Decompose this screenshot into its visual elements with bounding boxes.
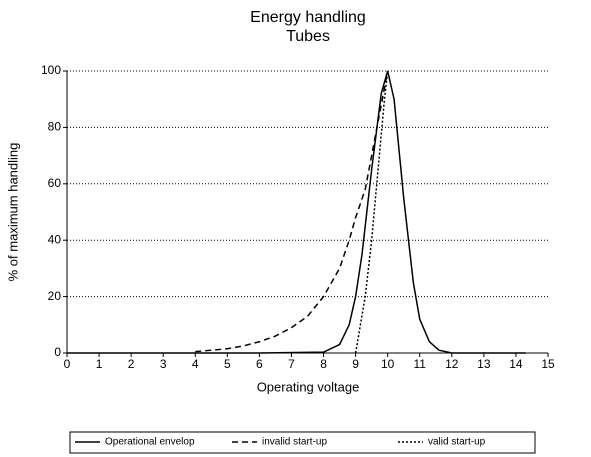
x-tick-label: 13 bbox=[477, 357, 491, 371]
chart-subtitle: Tubes bbox=[286, 28, 330, 45]
x-tick-label: 10 bbox=[381, 357, 395, 371]
x-tick-label: 1 bbox=[96, 357, 103, 371]
x-tick-label: 4 bbox=[192, 357, 199, 371]
x-tick-label: 3 bbox=[160, 357, 167, 371]
y-tick-label: 0 bbox=[54, 345, 61, 359]
y-tick-label: 60 bbox=[48, 176, 62, 190]
series-line bbox=[195, 70, 389, 353]
x-tick-label: 0 bbox=[64, 357, 71, 371]
y-axis-label: % of maximum handling bbox=[5, 143, 20, 282]
legend-box bbox=[69, 431, 536, 454]
x-tick-label: 7 bbox=[288, 357, 295, 371]
legend-label: invalid start-up bbox=[262, 437, 327, 448]
x-tick-label: 2 bbox=[128, 357, 135, 371]
series-line bbox=[67, 70, 526, 354]
y-tick-label: 20 bbox=[48, 289, 62, 303]
x-tick-label: 12 bbox=[445, 357, 459, 371]
x-tick-label: 14 bbox=[509, 357, 523, 371]
x-tick-label: 11 bbox=[413, 357, 426, 371]
y-tick-label: 40 bbox=[48, 232, 62, 246]
x-tick-label: 5 bbox=[224, 357, 231, 371]
x-axis-label: Operating voltage bbox=[257, 379, 360, 394]
x-tick-label: 15 bbox=[541, 357, 555, 371]
y-tick-label: 100 bbox=[41, 63, 61, 77]
y-tick-label: 80 bbox=[48, 120, 62, 134]
legend-label: valid start-up bbox=[428, 437, 486, 448]
chart-title: Energy handling bbox=[250, 9, 366, 26]
x-tick-label: 9 bbox=[352, 357, 359, 371]
series-line bbox=[354, 70, 389, 354]
x-tick-label: 8 bbox=[320, 357, 327, 371]
legend-label: Operational envelop bbox=[105, 437, 195, 448]
x-tick-label: 6 bbox=[256, 357, 263, 371]
